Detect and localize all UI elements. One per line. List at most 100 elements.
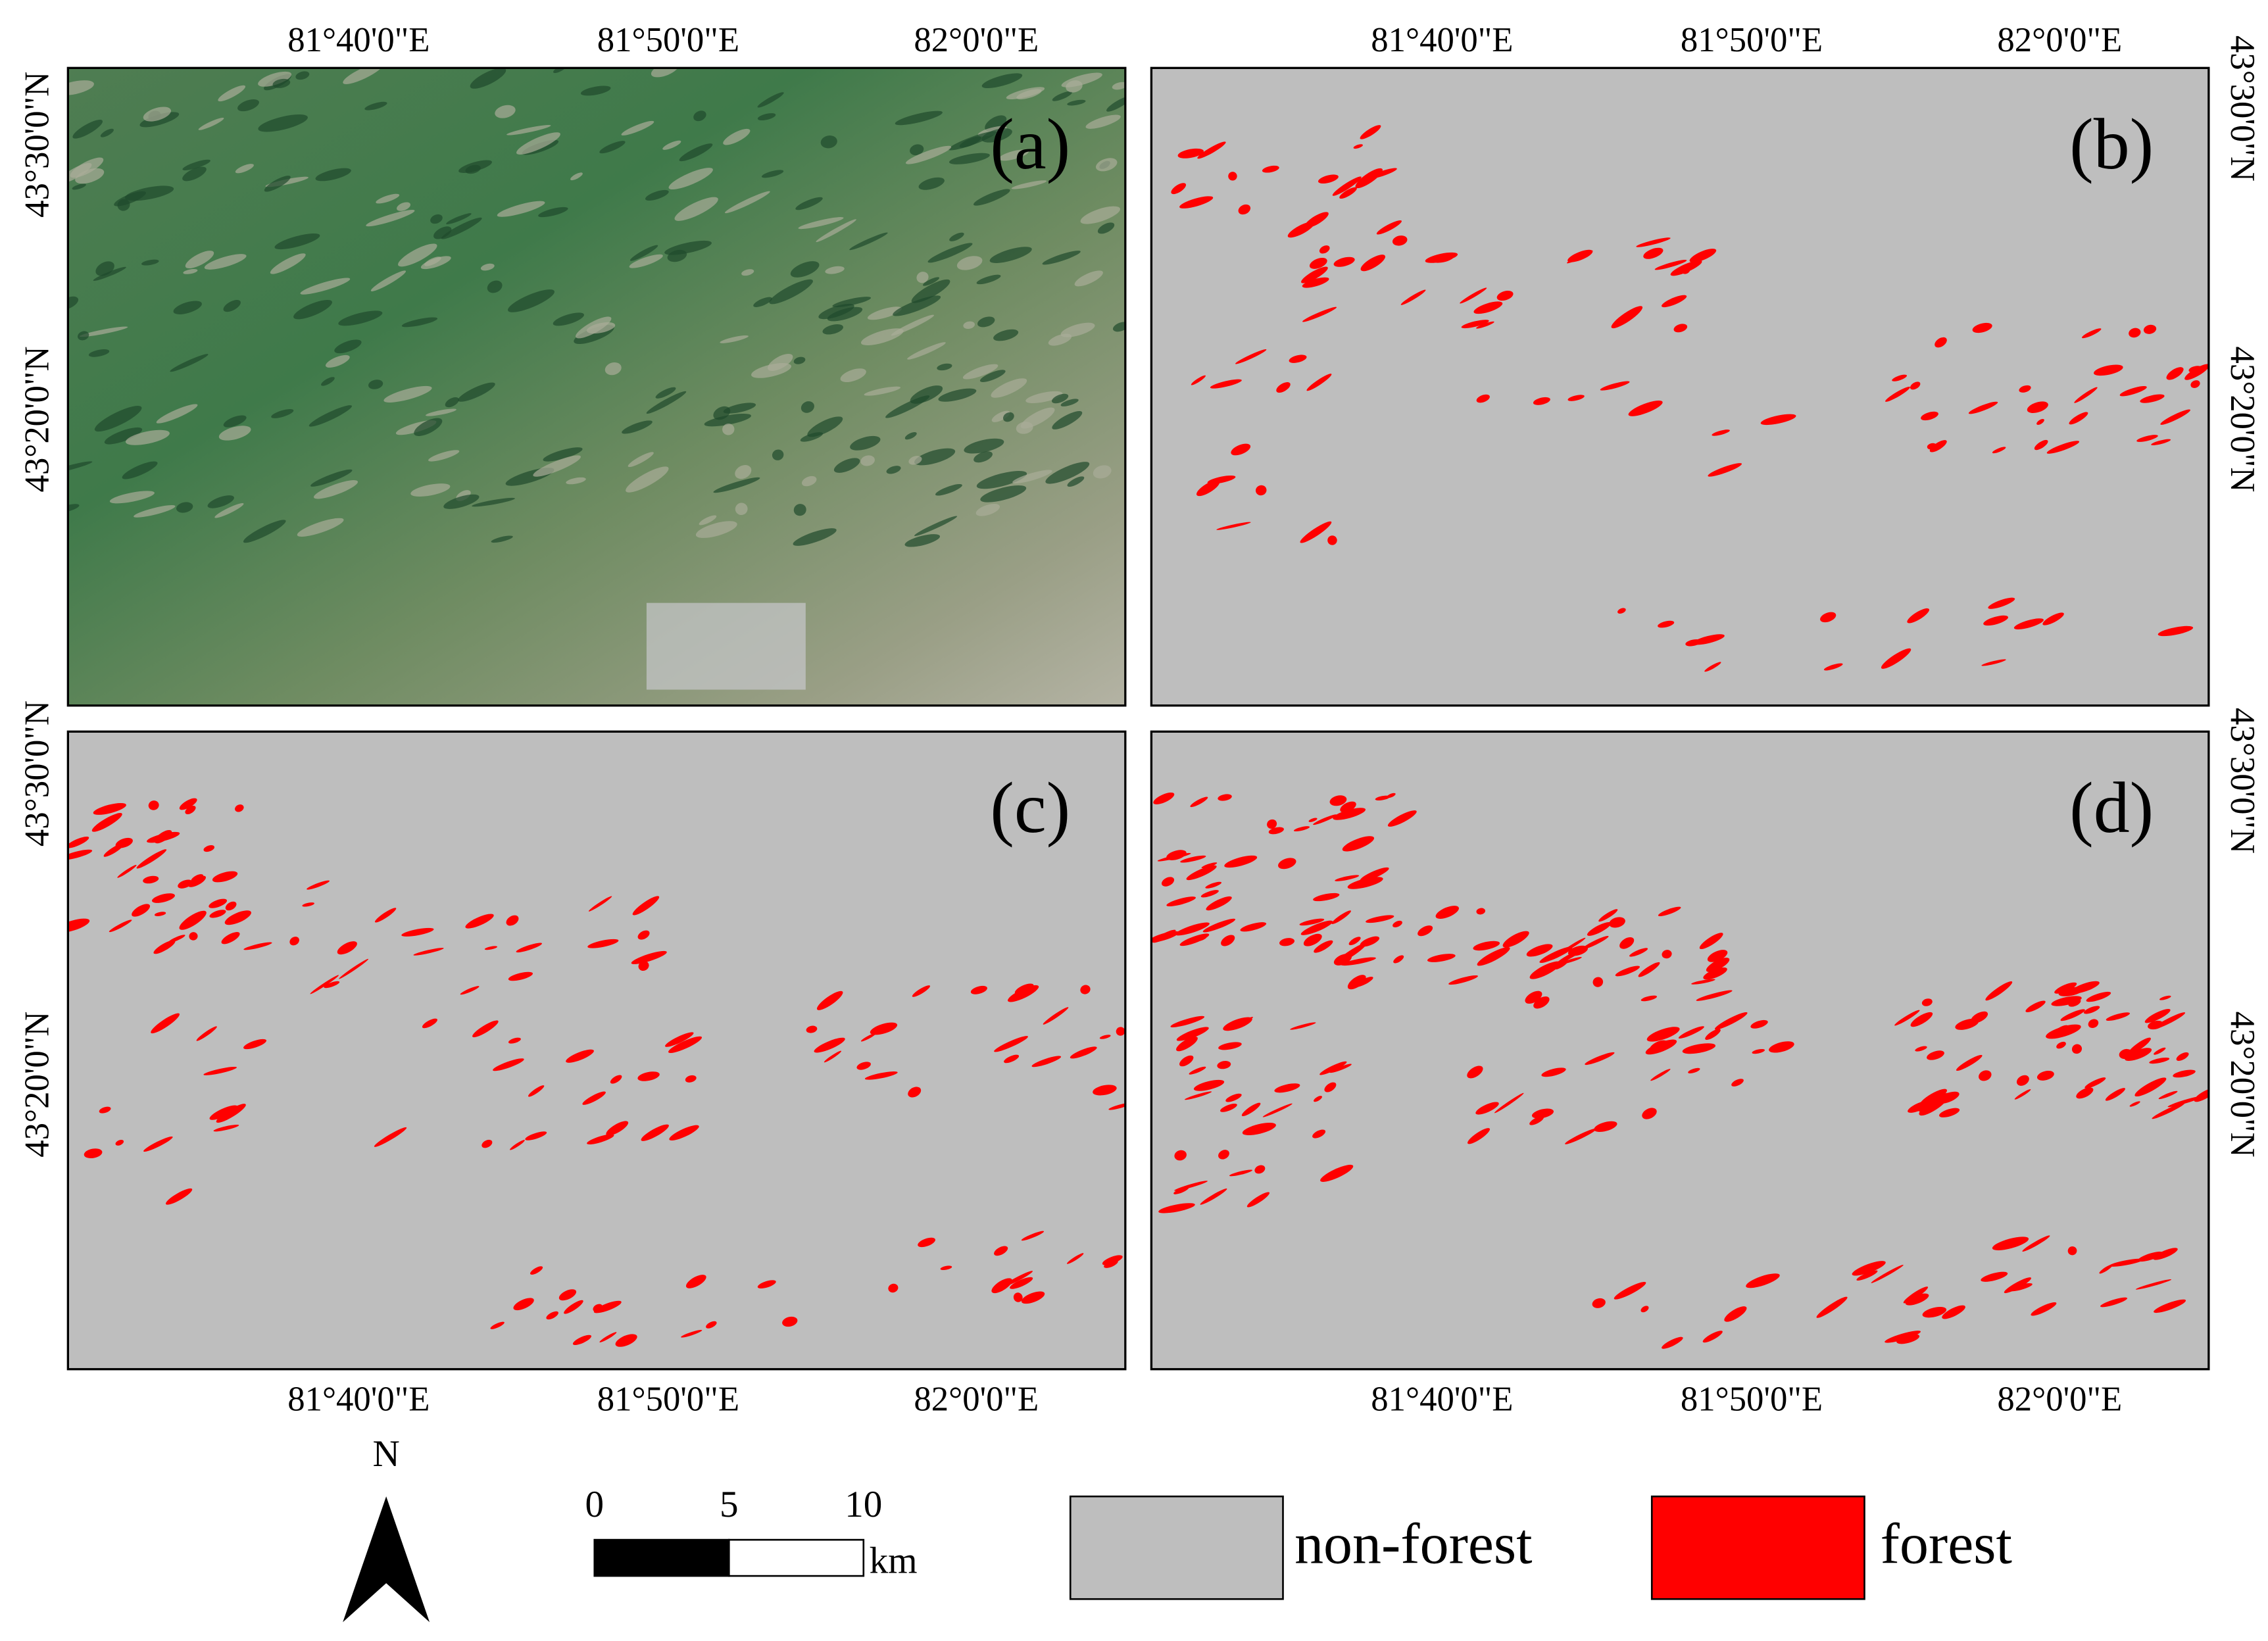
north-label: N [372, 1433, 399, 1475]
forest-patch [782, 1316, 798, 1327]
forest-patch [1179, 196, 1214, 208]
forest-patch [1210, 379, 1242, 389]
forest-patch [1387, 793, 1396, 798]
terrain [735, 502, 748, 516]
forest-patch [2076, 1087, 2094, 1099]
forest-patch [2051, 996, 2082, 1006]
forest-patch [1246, 1192, 1270, 1208]
forest-patch [339, 958, 369, 979]
forest-patch [1319, 245, 1330, 254]
terrain [570, 172, 583, 181]
forest-patch [1241, 1102, 1261, 1117]
terrain [70, 157, 104, 178]
terrain [646, 391, 687, 414]
forest-patch [109, 919, 132, 933]
forest-patch [2153, 1248, 2178, 1260]
forest-patch [1476, 908, 1486, 915]
terrain [904, 431, 917, 440]
non-forest-area [1151, 731, 2209, 1369]
forest-patch [1531, 1108, 1554, 1119]
terrain [741, 269, 754, 276]
terrain [428, 450, 460, 462]
forest-patch [117, 864, 137, 878]
terrain [674, 197, 718, 221]
forest-patch [1907, 608, 1930, 624]
terrain [807, 416, 843, 437]
forest-patch [1191, 375, 1206, 385]
forest-patch [2166, 367, 2184, 380]
non-forest-area [68, 731, 1125, 1369]
forest-patch [1476, 321, 1494, 329]
terrain [991, 410, 1010, 422]
forest-patch [1448, 975, 1478, 985]
forest-patch [1218, 1150, 1229, 1160]
terrain [699, 515, 717, 526]
forest-patch [1347, 975, 1366, 990]
forest-patch [1320, 1164, 1354, 1182]
terrain [840, 368, 866, 383]
terrain [914, 448, 956, 466]
forest-patch [1335, 875, 1360, 881]
forest-patch [1301, 266, 1328, 283]
forest-patch [307, 880, 330, 890]
forest-patch [115, 1139, 124, 1146]
scale-label: 10 [845, 1484, 882, 1525]
forest-patch [506, 915, 519, 926]
terrain [1025, 391, 1063, 403]
forest-patch [243, 1039, 267, 1050]
terrain [629, 254, 663, 268]
forest-patch [530, 1266, 543, 1275]
panel-label: (d) [2069, 768, 2154, 848]
forest-patch [1225, 1093, 1242, 1102]
forest-patch [2157, 625, 2194, 637]
forest-patch [1197, 141, 1226, 159]
terrain [895, 110, 943, 126]
forest-patch [1645, 1039, 1677, 1055]
terrain [621, 120, 654, 135]
forest-patch [1218, 1042, 1242, 1050]
forest-patch [1979, 1070, 1992, 1081]
forest-patch [1981, 659, 2006, 666]
forest-patch [2031, 1302, 2057, 1316]
forest-patch [1896, 1334, 1920, 1344]
terrain [974, 451, 993, 463]
forest-patch [1650, 1069, 1671, 1081]
forest-patch [1600, 381, 1630, 391]
terrain [801, 401, 814, 413]
forest-patch [558, 1289, 577, 1301]
forest-patch [1278, 858, 1296, 869]
forest-patch [1431, 253, 1454, 263]
forest-patch [2152, 1102, 2185, 1119]
panel [68, 731, 1125, 1369]
forest-patch [606, 1121, 629, 1136]
forest-patch [1685, 639, 1702, 647]
terrain [918, 177, 945, 190]
forest-patch [1942, 1305, 1965, 1319]
forest-patch [2074, 387, 2098, 403]
forest-patch [1910, 1012, 1933, 1027]
forest-patch [1104, 1260, 1118, 1268]
terrain [981, 128, 1012, 143]
terrain [981, 73, 1023, 89]
forest-patch [1186, 865, 1217, 881]
forest-patch [2194, 1088, 2209, 1102]
forest-patch [1335, 943, 1367, 964]
forest-patch [203, 845, 215, 852]
terrain [109, 491, 155, 504]
terrain [850, 435, 881, 451]
forest-patch [856, 1062, 871, 1070]
terrain [204, 254, 247, 270]
terrain [310, 469, 353, 487]
terrain [368, 380, 383, 389]
forest-patch [824, 1050, 842, 1063]
forest-patch [2158, 1090, 2178, 1100]
terrain [258, 71, 292, 87]
forest-patch [1262, 165, 1279, 173]
terrain [1045, 462, 1090, 484]
terrain [214, 502, 244, 518]
forest-patch [310, 975, 339, 994]
terrain [397, 202, 411, 211]
forest-patch [2088, 1019, 2099, 1029]
forest-patch [1567, 395, 1585, 401]
